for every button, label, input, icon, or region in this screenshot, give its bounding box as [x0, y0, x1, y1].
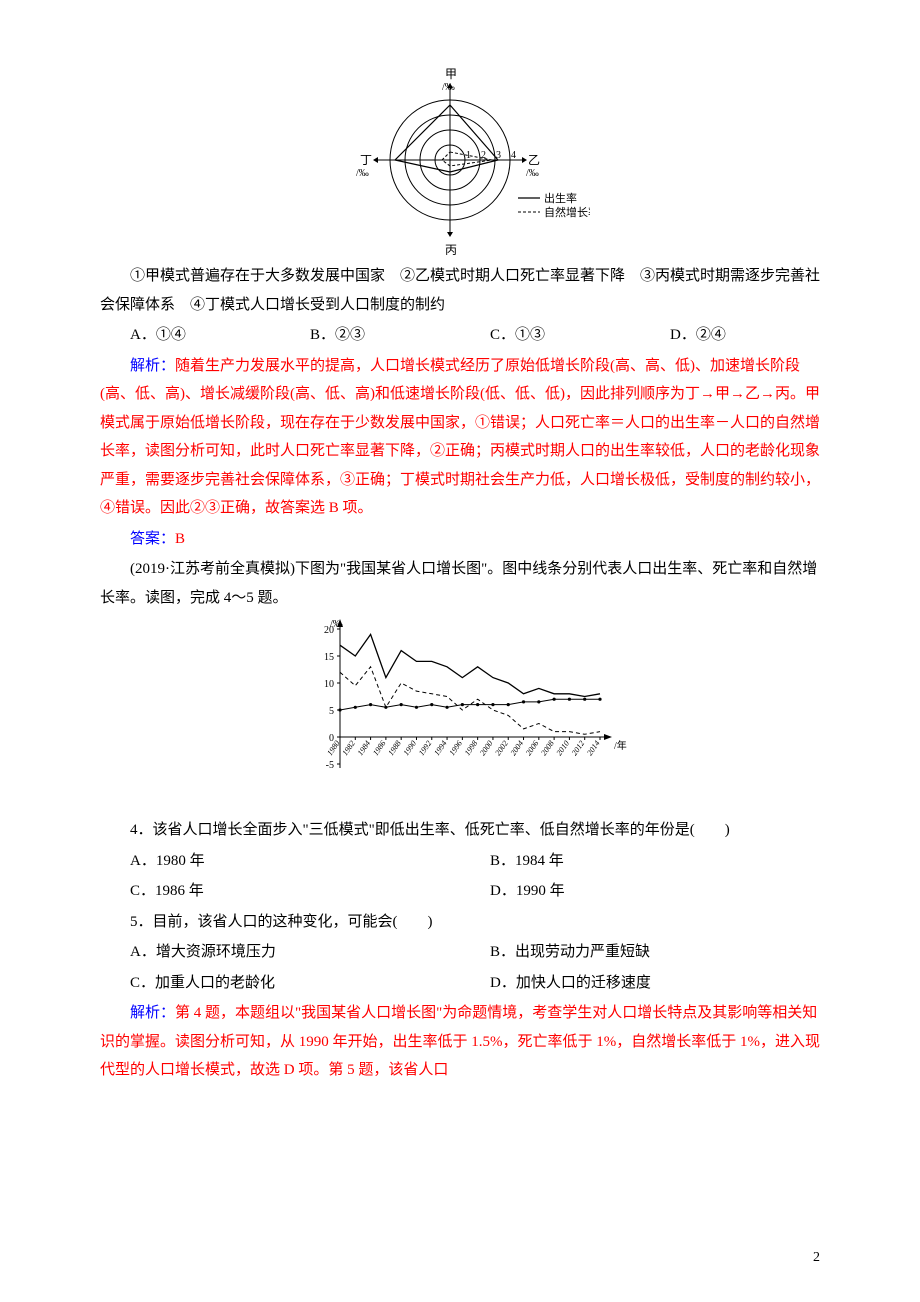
analysis-label: 解析：: [130, 358, 175, 374]
svg-text:1996: 1996: [447, 739, 464, 757]
line-chart-figure: -505101520/‰1980198219841986198819901992…: [100, 614, 820, 814]
q4-row2: C．1986 年 D．1990 年: [100, 877, 820, 906]
q4-opt-c: C．1986 年: [100, 877, 460, 906]
line-chart: -505101520/‰1980198219841986198819901992…: [290, 614, 630, 814]
svg-text:5: 5: [329, 706, 334, 717]
svg-text:/‰: /‰: [442, 82, 455, 93]
svg-text:自然增长率: 自然增长率: [544, 205, 590, 219]
svg-text:丙: 丙: [445, 243, 457, 257]
svg-text:/年: /年: [614, 739, 627, 752]
q3-options: A．①④ B．②③ C．①③ D．②④: [100, 321, 820, 350]
svg-text:1982: 1982: [340, 739, 357, 757]
final-analysis-text: 第 4 题，本题组以"我国某省人口增长图"为命题情境，考查学生对人口增长特点及其…: [100, 1005, 820, 1078]
svg-text:1992: 1992: [417, 739, 434, 757]
svg-text:2: 2: [481, 150, 486, 161]
svg-text:2014: 2014: [585, 739, 602, 757]
q5-opt-a: A．增大资源环境压力: [100, 938, 460, 967]
svg-text:1994: 1994: [432, 739, 449, 757]
q3-answer: 答案：B: [100, 525, 820, 554]
answer-value: B: [175, 531, 185, 547]
q3-opt-c: C．①③: [460, 321, 640, 350]
svg-text:4: 4: [511, 150, 516, 161]
q5-row2: C．加重人口的老龄化 D．加快人口的迁移速度: [100, 969, 820, 998]
svg-text:10: 10: [324, 679, 334, 690]
svg-text:/‰: /‰: [356, 168, 369, 179]
svg-text:2006: 2006: [524, 739, 541, 757]
svg-text:乙: 乙: [528, 153, 540, 167]
svg-text:1998: 1998: [463, 739, 480, 757]
page-number: 2: [813, 1245, 820, 1272]
q5-opt-c: C．加重人口的老龄化: [100, 969, 460, 998]
q5-stem: 5．目前，该省人口的这种变化，可能会( ): [100, 908, 820, 937]
q4-opt-b: B．1984 年: [460, 847, 820, 876]
svg-text:1984: 1984: [356, 739, 373, 757]
svg-text:甲: 甲: [445, 67, 457, 81]
final-analysis: 解析：第 4 题，本题组以"我国某省人口增长图"为命题情境，考查学生对人口增长特…: [100, 999, 820, 1085]
svg-text:-5: -5: [326, 760, 334, 771]
q5-opt-d: D．加快人口的迁移速度: [460, 969, 820, 998]
q3-analysis: 解析：随着生产力发展水平的提高，人口增长模式经历了原始低增长阶段(高、高、低)、…: [100, 352, 820, 523]
radar-figure: 1234甲/‰乙/‰丙丁/‰出生率自然增长率: [100, 60, 820, 260]
analysis-text: 随着生产力发展水平的提高，人口增长模式经历了原始低增长阶段(高、高、低)、加速增…: [100, 358, 820, 517]
svg-text:1986: 1986: [371, 739, 388, 757]
svg-text:15: 15: [324, 652, 334, 663]
radar-chart: 1234甲/‰乙/‰丙丁/‰出生率自然增长率: [330, 60, 590, 260]
svg-text:丁: 丁: [360, 153, 372, 167]
final-analysis-label: 解析：: [130, 1005, 175, 1021]
svg-text:2004: 2004: [509, 739, 526, 757]
svg-text:1988: 1988: [386, 739, 403, 757]
answer-label: 答案：: [130, 531, 175, 547]
svg-text:/‰: /‰: [330, 619, 343, 630]
svg-text:2010: 2010: [555, 739, 572, 757]
svg-text:2008: 2008: [539, 739, 556, 757]
q4-opt-d: D．1990 年: [460, 877, 820, 906]
q4-row1: A．1980 年 B．1984 年: [100, 847, 820, 876]
q4-opt-a: A．1980 年: [100, 847, 460, 876]
svg-text:1980: 1980: [325, 739, 342, 757]
svg-text:1990: 1990: [402, 739, 419, 757]
svg-text:2002: 2002: [493, 739, 510, 757]
intro-45: (2019·江苏考前全真模拟)下图为"我国某省人口增长图"。图中线条分别代表人口…: [100, 555, 820, 612]
q3-statements: ①甲模式普遍存在于大多数发展中国家 ②乙模式时期人口死亡率显著下降 ③丙模式时期…: [100, 262, 820, 319]
q3-opt-b: B．②③: [280, 321, 460, 350]
svg-text:2012: 2012: [570, 739, 587, 757]
svg-text:出生率: 出生率: [544, 191, 577, 205]
q3-opt-a: A．①④: [100, 321, 280, 350]
svg-text:2000: 2000: [478, 739, 495, 757]
q4-stem: 4．该省人口增长全面步入"三低模式"即低出生率、低死亡率、低自然增长率的年份是(…: [100, 816, 820, 845]
svg-text:/‰: /‰: [526, 168, 539, 179]
q5-row1: A．增大资源环境压力 B．出现劳动力严重短缺: [100, 938, 820, 967]
q5-opt-b: B．出现劳动力严重短缺: [460, 938, 820, 967]
q3-opt-d: D．②④: [640, 321, 820, 350]
